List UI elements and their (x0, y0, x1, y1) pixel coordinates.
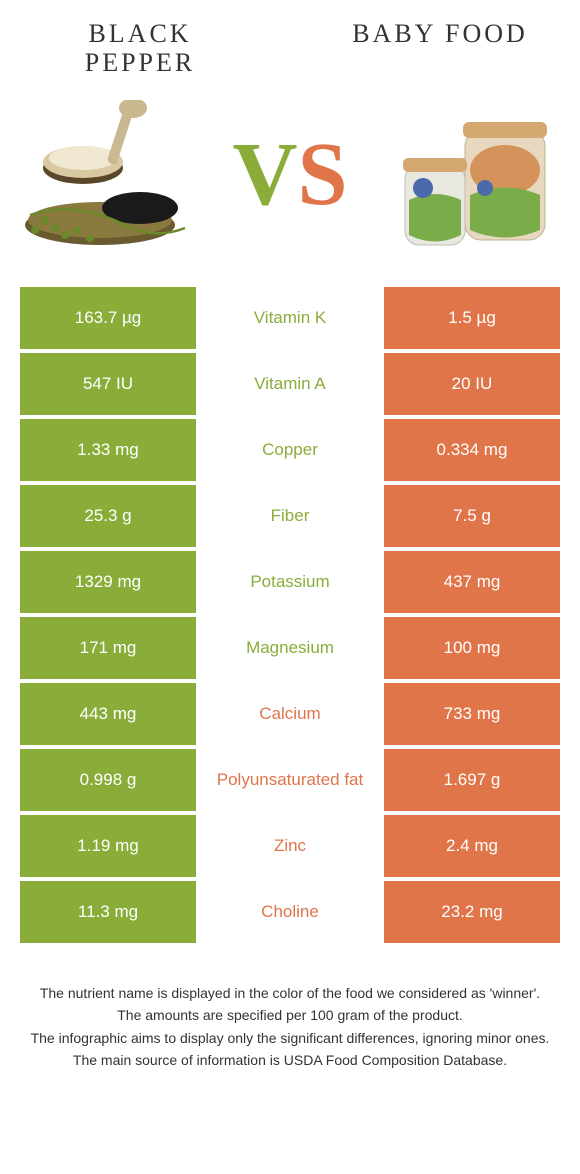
food-left-title: BLACK PEPPER (30, 20, 250, 77)
value-right: 20 IU (384, 353, 560, 415)
footer-line: The amounts are specified per 100 gram o… (30, 1005, 550, 1025)
nutrient-label: Copper (196, 419, 384, 481)
table-row: 171 mgMagnesium100 mg (20, 617, 560, 679)
value-left: 163.7 µg (20, 287, 196, 349)
value-left: 1329 mg (20, 551, 196, 613)
table-row: 547 IUVitamin A20 IU (20, 353, 560, 415)
nutrient-label: Polyunsaturated fat (196, 749, 384, 811)
nutrient-label: Vitamin K (196, 287, 384, 349)
value-left: 0.998 g (20, 749, 196, 811)
vs-label: VS (232, 123, 347, 226)
value-right: 733 mg (384, 683, 560, 745)
value-right: 2.4 mg (384, 815, 560, 877)
table-row: 1.33 mgCopper0.334 mg (20, 419, 560, 481)
footer-line: The nutrient name is displayed in the co… (30, 983, 550, 1003)
nutrient-label: Calcium (196, 683, 384, 745)
nutrient-label: Potassium (196, 551, 384, 613)
table-row: 1329 mgPotassium437 mg (20, 551, 560, 613)
table-row: 0.998 gPolyunsaturated fat1.697 g (20, 749, 560, 811)
value-left: 1.19 mg (20, 815, 196, 877)
value-left: 547 IU (20, 353, 196, 415)
value-right: 23.2 mg (384, 881, 560, 943)
nutrient-label: Vitamin A (196, 353, 384, 415)
comparison-table: 163.7 µgVitamin K1.5 µg547 IUVitamin A20… (20, 287, 560, 943)
table-row: 11.3 mgCholine23.2 mg (20, 881, 560, 943)
value-right: 1.697 g (384, 749, 560, 811)
value-right: 100 mg (384, 617, 560, 679)
table-row: 163.7 µgVitamin K1.5 µg (20, 287, 560, 349)
vs-v: V (232, 123, 297, 226)
footer-line: The infographic aims to display only the… (30, 1028, 550, 1048)
images-row: VS (0, 77, 580, 287)
value-left: 11.3 mg (20, 881, 196, 943)
table-row: 25.3 gFiber7.5 g (20, 485, 560, 547)
table-row: 1.19 mgZinc2.4 mg (20, 815, 560, 877)
nutrient-label: Magnesium (196, 617, 384, 679)
table-row: 443 mgCalcium733 mg (20, 683, 560, 745)
footer-line: The main source of information is USDA F… (30, 1050, 550, 1070)
jars-icon (385, 100, 555, 250)
value-right: 1.5 µg (384, 287, 560, 349)
pepper-icon (25, 100, 195, 250)
nutrient-label: Zinc (196, 815, 384, 877)
header: BLACK PEPPER BABY FOOD (0, 0, 580, 77)
vs-s: S (297, 123, 347, 226)
nutrient-label: Choline (196, 881, 384, 943)
value-right: 437 mg (384, 551, 560, 613)
footer-notes: The nutrient name is displayed in the co… (30, 983, 550, 1070)
nutrient-label: Fiber (196, 485, 384, 547)
value-left: 443 mg (20, 683, 196, 745)
value-right: 7.5 g (384, 485, 560, 547)
value-right: 0.334 mg (384, 419, 560, 481)
value-left: 25.3 g (20, 485, 196, 547)
value-left: 1.33 mg (20, 419, 196, 481)
value-left: 171 mg (20, 617, 196, 679)
food-right-title: BABY FOOD (330, 20, 550, 49)
food-left-image (25, 100, 195, 250)
food-right-image (385, 100, 555, 250)
